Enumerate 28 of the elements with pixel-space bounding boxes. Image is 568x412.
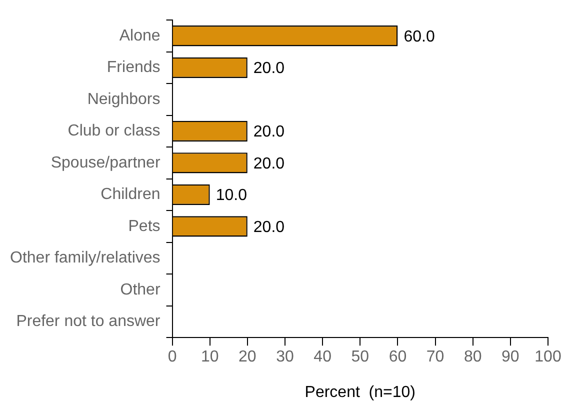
x-tick-label: 100: [534, 348, 562, 366]
x-tick-label: 20: [238, 348, 256, 366]
x-axis-title: Percent (n=10): [304, 384, 416, 401]
data-label: 10.0: [216, 187, 248, 204]
y-tick-label: Children: [100, 186, 160, 204]
y-tick-label: Alone: [119, 27, 160, 44]
data-label: 60.0: [404, 28, 435, 46]
x-tick-label: 10: [200, 348, 219, 366]
data-label: 20.0: [253, 124, 285, 141]
y-tick-label: Friends: [106, 59, 160, 76]
x-tick-label: 80: [464, 348, 482, 366]
y-tick-label: Neighbors: [87, 90, 160, 108]
y-tick-label: Pets: [128, 218, 160, 235]
y-tick-label: Other: [120, 281, 161, 298]
data-label: 20.0: [253, 155, 285, 172]
x-tick-label: 90: [502, 348, 520, 366]
x-tick-label: 40: [314, 348, 332, 366]
y-tick-label: Spouse/partner: [50, 154, 161, 172]
x-tick-label: 30: [276, 348, 294, 366]
data-label: 20.0: [253, 218, 285, 236]
y-tick-label: Club or class: [68, 122, 160, 140]
data-label: 20.0: [253, 60, 285, 78]
x-tick-label: 50: [351, 348, 370, 366]
x-tick-label: 70: [426, 348, 444, 366]
y-tick-label: Prefer not to answer: [16, 313, 161, 330]
x-tick-label: 0: [168, 348, 177, 366]
x-tick-label: 60: [388, 348, 407, 366]
y-tick-label: Other family/relatives: [10, 250, 160, 267]
